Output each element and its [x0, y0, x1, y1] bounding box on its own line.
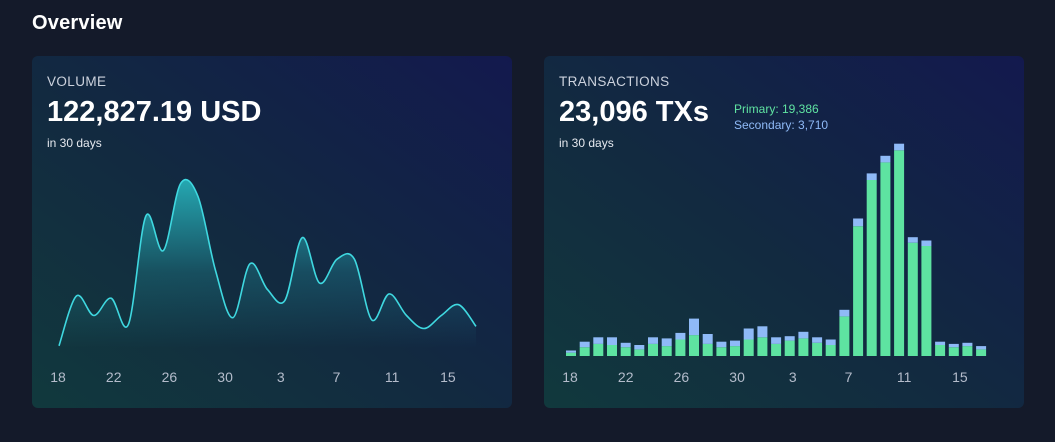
volume-x-tick: 7: [333, 369, 341, 385]
bar-primary: [620, 347, 631, 356]
transactions-x-tick: 26: [674, 369, 690, 385]
volume-area: [59, 179, 476, 348]
bar-secondary: [566, 350, 576, 353]
bar-primary: [907, 242, 918, 356]
bar-secondary: [825, 339, 836, 345]
transactions-x-tick: 11: [897, 369, 912, 385]
bar-primary: [702, 343, 713, 356]
bar-primary: [866, 180, 877, 356]
volume-period: in 30 days: [47, 136, 102, 150]
bar-primary: [948, 347, 959, 356]
bar-primary: [634, 349, 645, 356]
volume-x-tick: 26: [162, 369, 178, 385]
volume-x-tick: 22: [106, 369, 122, 385]
bar-secondary: [593, 337, 604, 344]
bar-secondary: [634, 345, 645, 350]
transactions-x-tick: 15: [952, 369, 968, 385]
transactions-x-tick: 22: [618, 369, 634, 385]
transactions-value: 23,096 TXs: [559, 96, 709, 128]
bar-primary: [962, 346, 973, 356]
transactions-x-tick: 30: [729, 369, 745, 385]
bar-secondary: [743, 328, 754, 340]
bar-primary: [607, 345, 617, 356]
bar-primary: [579, 347, 590, 356]
bar-secondary: [648, 337, 658, 344]
bar-primary: [593, 343, 604, 356]
page-title: Overview: [32, 12, 123, 34]
bar-primary: [716, 347, 727, 356]
bar-primary: [689, 335, 699, 356]
transactions-x-tick: 7: [845, 369, 853, 385]
bar-primary: [566, 352, 576, 356]
volume-x-tick: 3: [277, 369, 285, 385]
bar-primary: [894, 150, 905, 356]
bar-secondary: [907, 237, 918, 243]
bar-secondary: [866, 173, 877, 180]
bar-primary: [880, 162, 891, 356]
bar-primary: [675, 339, 686, 356]
bar-secondary: [948, 343, 959, 348]
bar-secondary: [675, 332, 686, 340]
bar-primary: [757, 337, 768, 356]
bar-primary: [730, 346, 740, 356]
bar-primary: [743, 339, 754, 356]
bar-secondary: [620, 342, 631, 348]
bar-primary: [976, 349, 987, 356]
bar-secondary: [702, 334, 713, 344]
bar-secondary: [579, 341, 590, 348]
bar-secondary: [976, 346, 987, 350]
bar-primary: [853, 226, 864, 356]
legend-secondary: Secondary: 3,710: [734, 118, 829, 132]
bar-primary: [825, 345, 836, 356]
volume-value: 122,827.19 USD: [47, 96, 262, 128]
bar-secondary: [661, 338, 672, 347]
volume-x-tick: 30: [217, 369, 233, 385]
bar-secondary: [812, 337, 823, 343]
bar-secondary: [935, 341, 946, 345]
transactions-x-tick: 3: [789, 369, 797, 385]
legend-primary: Primary: 19,386: [734, 102, 819, 116]
bar-secondary: [921, 240, 932, 246]
bar-primary: [771, 343, 782, 356]
volume-chart: 18 22 26 30 3 7 11 15: [50, 178, 477, 385]
volume-x-tick: 15: [440, 369, 456, 385]
bar-secondary: [757, 326, 768, 338]
bar-secondary: [962, 342, 973, 347]
bar-primary: [839, 316, 850, 356]
bar-primary: [661, 346, 672, 356]
volume-line: [58, 178, 477, 347]
bar-secondary: [716, 341, 727, 348]
transactions-legend: Primary: 19,386 Secondary: 3,710: [734, 101, 828, 133]
bar-secondary: [607, 337, 617, 345]
bar-primary: [935, 345, 946, 356]
transactions-label: TRANSACTIONS: [559, 74, 670, 89]
bar-primary: [921, 246, 932, 356]
volume-card: VOLUME 122,827.19 USD in 30 days 18 22 26 3…: [32, 56, 512, 408]
bar-primary: [812, 342, 823, 356]
transactions-period: in 30 days: [559, 136, 614, 150]
bar-primary: [798, 338, 809, 356]
volume-label: VOLUME: [47, 74, 107, 89]
bar-secondary: [798, 331, 809, 339]
bar-primary: [784, 340, 795, 356]
volume-x-tick: 11: [385, 369, 400, 385]
transactions-chart: 18 22 26 30 3 7 11 15: [562, 143, 987, 385]
bar-secondary: [853, 218, 864, 227]
volume-x-tick: 18: [50, 369, 66, 385]
bar-secondary: [689, 318, 699, 336]
bar-secondary: [894, 143, 905, 151]
transactions-card: TRANSACTIONS 23,096 TXs Primary: 19,386 …: [544, 56, 1024, 408]
transactions-x-tick: 18: [562, 369, 578, 385]
bar-secondary: [784, 336, 795, 341]
bar-secondary: [771, 337, 782, 344]
bar-secondary: [839, 309, 850, 317]
bar-secondary: [730, 340, 740, 347]
bar-secondary: [880, 155, 891, 163]
bar-primary: [648, 343, 658, 356]
